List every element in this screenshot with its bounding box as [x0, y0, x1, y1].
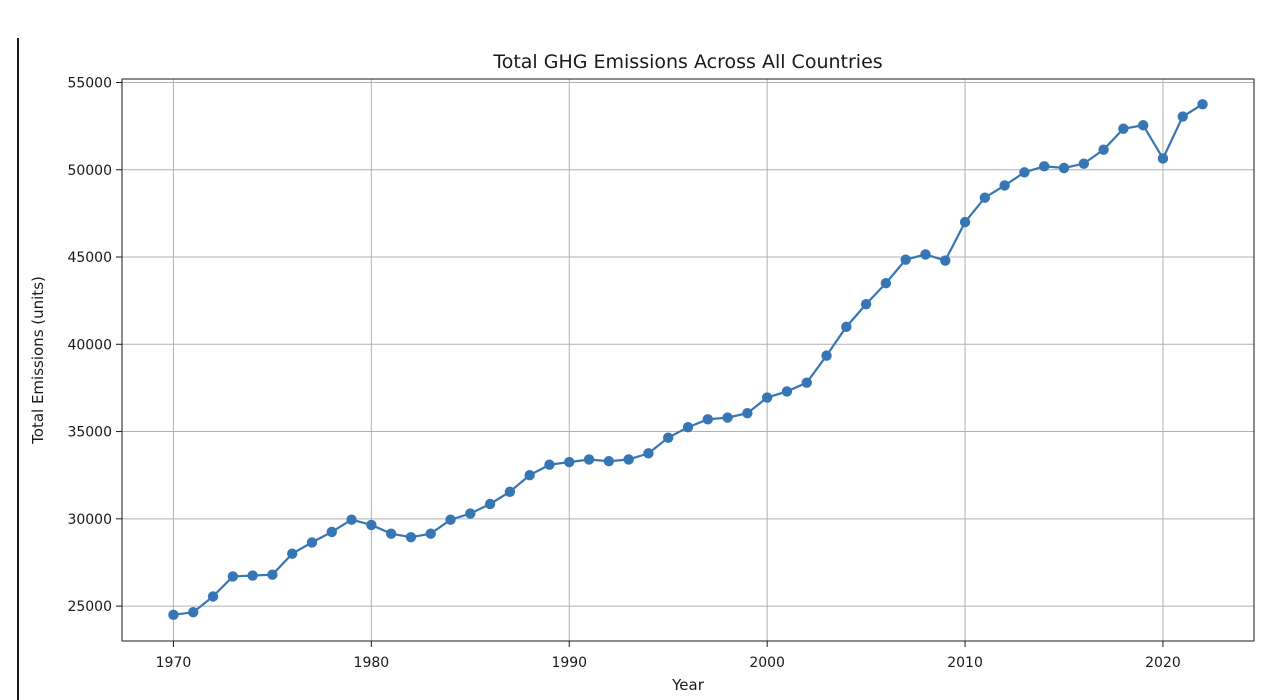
data-point: [1039, 161, 1050, 172]
data-point: [207, 591, 219, 602]
data-point: [801, 377, 812, 388]
axis-ticks: 1970 1980 1990 2000 2010 2020 25000 30000 35000 4…: [67, 75, 1180, 671]
y-tick-label: 45000: [67, 250, 112, 266]
data-point: [722, 412, 733, 423]
x-axis-label: Year: [671, 676, 705, 694]
data-point: [682, 421, 694, 433]
data-point: [979, 192, 991, 203]
data-point: [1118, 123, 1129, 134]
data-point: [188, 607, 199, 618]
data-point: [1177, 111, 1188, 122]
data-point: [643, 448, 654, 459]
y-axis-label: Total Emissions (units): [29, 276, 47, 445]
y-tick-label: 40000: [67, 337, 112, 353]
data-point: [168, 609, 179, 621]
data-point: [1197, 99, 1208, 110]
data-point: [959, 216, 971, 228]
data-point: [999, 180, 1010, 191]
data-point: [1157, 153, 1169, 164]
y-tick-label: 50000: [67, 163, 112, 179]
data-point: [385, 528, 397, 539]
data-point: [445, 514, 456, 525]
notebook-cell-border: [17, 38, 19, 700]
y-tick-label: 55000: [67, 75, 112, 91]
data-point: [564, 456, 575, 468]
data-point: [583, 454, 595, 465]
data-point: [702, 414, 713, 425]
x-tick-label: 2000: [749, 655, 785, 671]
x-tick-label: 2010: [947, 655, 983, 671]
data-point: [544, 459, 555, 470]
x-tick-label: 1990: [551, 655, 587, 671]
series-points: [168, 99, 1208, 621]
data-point: [663, 432, 674, 443]
x-tick-label: 1970: [156, 655, 192, 671]
data-point: [821, 350, 832, 361]
data-point: [425, 528, 436, 539]
data-point: [405, 531, 417, 543]
plot-frame: [121, 78, 1255, 642]
x-tick-label: 1980: [354, 655, 390, 671]
x-tick-label: 2020: [1145, 655, 1181, 671]
data-point: [366, 519, 377, 531]
series-line: [173, 103, 1204, 616]
data-point: [920, 249, 931, 260]
data-point: [860, 298, 872, 310]
data-point: [603, 456, 615, 467]
data-point: [742, 408, 753, 419]
data-point: [880, 278, 892, 289]
data-point: [326, 526, 337, 538]
data-point: [1078, 158, 1090, 169]
data-point: [227, 571, 239, 582]
data-point: [267, 569, 278, 580]
data-point: [900, 254, 911, 265]
y-tick-label: 30000: [67, 512, 112, 528]
y-tick-label: 25000: [67, 599, 112, 615]
data-point: [940, 255, 951, 266]
data-point: [465, 508, 476, 519]
data-point: [484, 498, 496, 510]
data-point: [841, 321, 852, 333]
data-point: [1098, 144, 1109, 155]
grid-lines: [122, 79, 1254, 641]
y-tick-label: 35000: [67, 425, 112, 441]
data-point: [286, 548, 298, 559]
data-point: [1019, 167, 1030, 178]
chart-title: Total GHG Emissions Across All Countries: [492, 51, 882, 73]
data-point: [247, 570, 258, 581]
data-point: [306, 537, 318, 548]
data-point: [623, 454, 634, 465]
data-point: [761, 392, 773, 403]
data-point: [524, 469, 535, 481]
data-point: [504, 486, 516, 497]
data-point: [1058, 162, 1070, 174]
data-point: [346, 514, 357, 525]
data-point: [781, 386, 793, 397]
data-point: [1137, 120, 1149, 131]
